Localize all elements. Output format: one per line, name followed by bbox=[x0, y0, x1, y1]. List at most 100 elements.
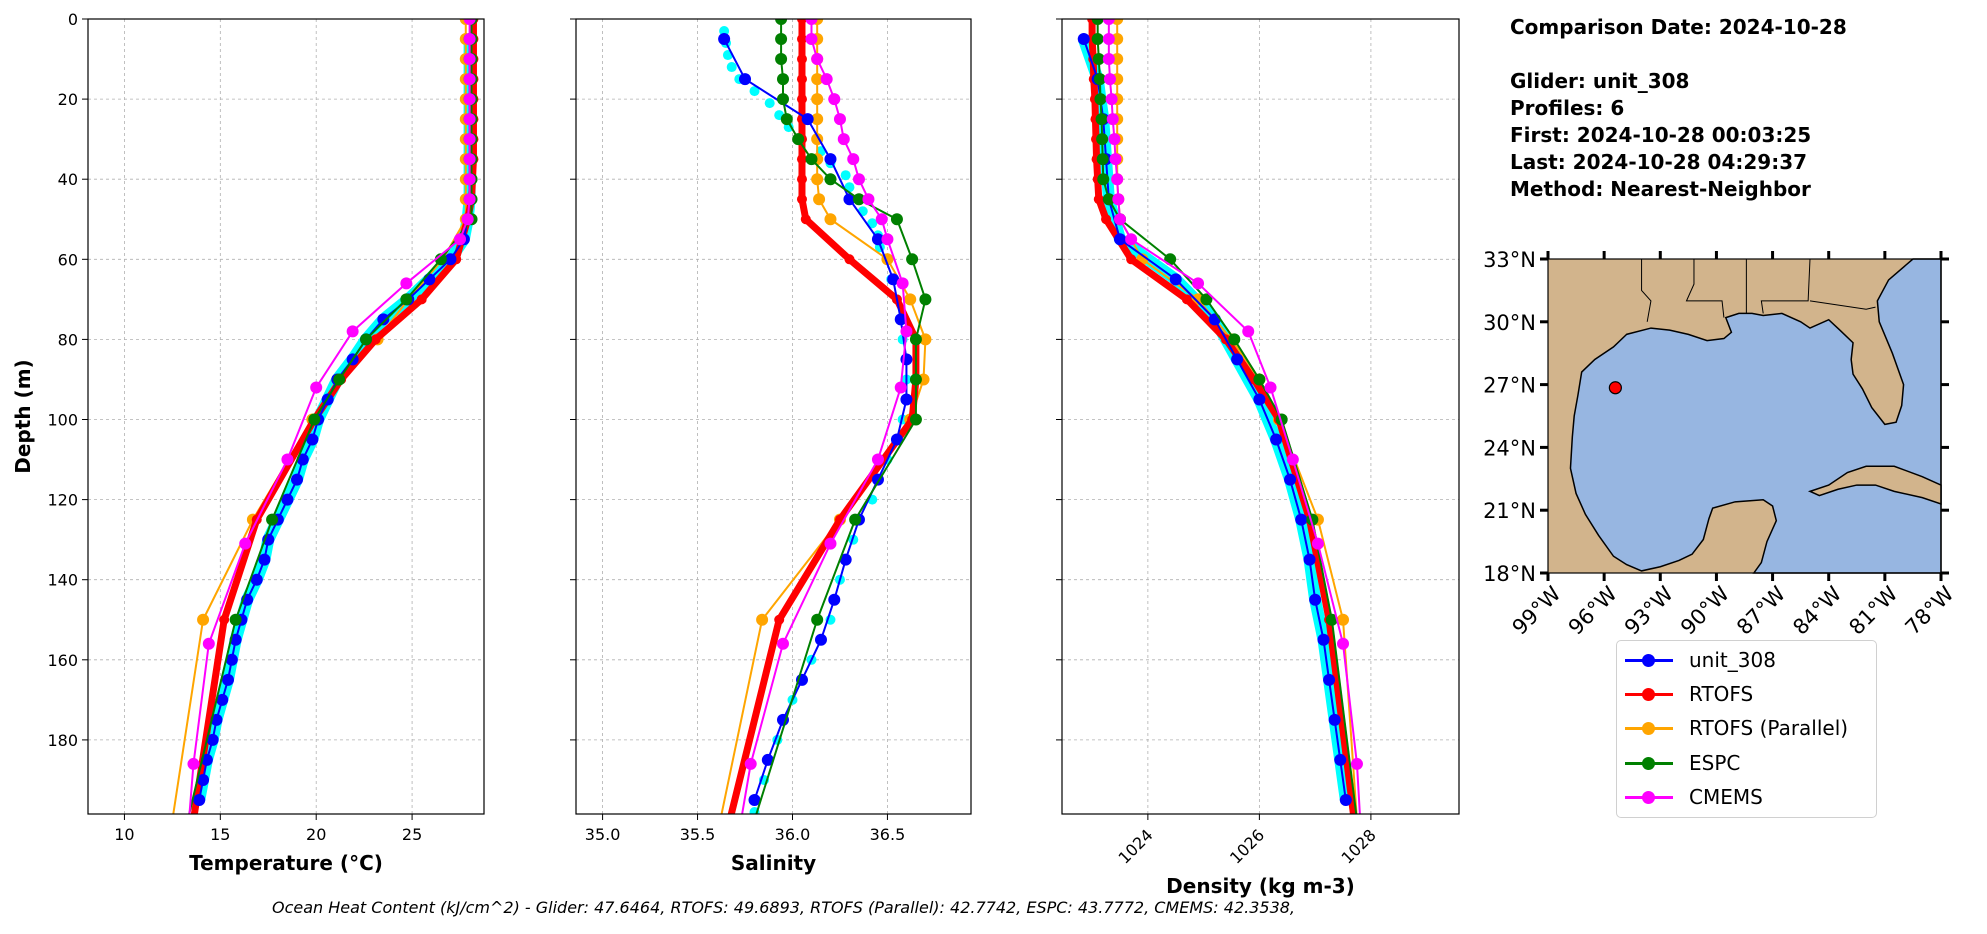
plot-area bbox=[166, 19, 479, 826]
data-point bbox=[796, 154, 807, 165]
data-point bbox=[849, 513, 862, 526]
x-tick-label: 36.0 bbox=[775, 825, 811, 844]
data-point bbox=[1091, 19, 1104, 25]
data-point bbox=[1339, 793, 1352, 806]
data-point bbox=[796, 19, 807, 24]
data-point bbox=[748, 793, 761, 806]
data-point bbox=[811, 73, 824, 86]
data-point bbox=[166, 814, 178, 826]
raw-point bbox=[749, 86, 760, 97]
data-point bbox=[909, 333, 922, 346]
plot-area bbox=[718, 19, 932, 826]
data-point bbox=[206, 733, 219, 746]
data-point bbox=[1337, 613, 1350, 626]
data-point bbox=[814, 633, 827, 646]
data-point bbox=[306, 433, 319, 446]
data-point bbox=[894, 381, 907, 394]
ohc-footer: Ocean Heat Content (kJ/cm^2) - Glider: 4… bbox=[0, 898, 1987, 917]
data-point bbox=[800, 214, 811, 225]
data-point bbox=[200, 753, 213, 766]
ohc-text: Ocean Heat Content (kJ/cm^2) - Glider: 4… bbox=[271, 898, 1296, 917]
data-point bbox=[1181, 294, 1192, 305]
data-point bbox=[291, 473, 304, 486]
data-point bbox=[197, 773, 210, 786]
data-point bbox=[1323, 673, 1336, 686]
data-point bbox=[1106, 113, 1119, 126]
data-point bbox=[796, 74, 807, 85]
y-tick-label: 100 bbox=[47, 411, 78, 430]
data-point bbox=[909, 413, 922, 426]
data-point bbox=[919, 293, 932, 306]
data-point bbox=[1334, 753, 1347, 766]
data-point bbox=[219, 614, 230, 625]
x-tick-label: 1026 bbox=[1226, 825, 1268, 867]
method: Method: Nearest-Neighbor bbox=[1510, 177, 1811, 201]
panel-2: 35.0 35.5 36.0 36.5 Salinity bbox=[570, 18, 972, 875]
data-point bbox=[774, 614, 785, 625]
data-point bbox=[1270, 433, 1283, 446]
data-point bbox=[333, 373, 346, 386]
data-point bbox=[1253, 393, 1266, 406]
info-panel: Comparison Date: 2024-10-28 Glider: unit… bbox=[1510, 14, 1847, 203]
data-point bbox=[796, 174, 807, 185]
legend-label: CMEMS bbox=[1689, 785, 1763, 809]
data-point bbox=[718, 33, 731, 46]
data-point bbox=[844, 254, 855, 265]
data-point bbox=[1253, 373, 1266, 386]
lon-tick-label: 90°W bbox=[1676, 581, 1734, 639]
data-point bbox=[749, 814, 761, 826]
data-point bbox=[210, 713, 223, 726]
data-point bbox=[824, 173, 837, 186]
data-point bbox=[1111, 53, 1124, 66]
legend-swatch bbox=[1625, 653, 1673, 667]
data-point bbox=[904, 293, 917, 306]
data-point bbox=[400, 293, 413, 306]
data-point bbox=[1228, 333, 1241, 346]
y-tick-label: 20 bbox=[58, 90, 78, 109]
data-point bbox=[894, 313, 907, 326]
data-point bbox=[377, 313, 390, 326]
data-point bbox=[875, 213, 888, 226]
raw-point bbox=[857, 206, 868, 217]
data-point bbox=[887, 273, 900, 286]
x-axis-label: Salinity bbox=[731, 851, 816, 875]
data-point bbox=[871, 453, 884, 466]
data-point bbox=[1200, 293, 1213, 306]
data-point bbox=[188, 815, 198, 825]
data-point bbox=[744, 757, 757, 770]
data-point bbox=[221, 673, 234, 686]
data-point bbox=[890, 213, 903, 226]
data-point bbox=[1077, 33, 1090, 46]
data-point bbox=[811, 53, 824, 66]
state-border bbox=[1760, 258, 1811, 314]
data-point bbox=[1125, 233, 1138, 246]
data-point bbox=[296, 453, 309, 466]
data-point bbox=[824, 213, 837, 226]
y-tick-label: 180 bbox=[47, 731, 78, 750]
map-frame bbox=[1547, 258, 1942, 574]
series-line-unit-308 bbox=[1082, 38, 1347, 801]
axes-frame bbox=[87, 18, 485, 815]
data-point bbox=[1242, 325, 1255, 338]
raw-point bbox=[719, 26, 730, 37]
data-point bbox=[811, 93, 824, 106]
data-point bbox=[1337, 637, 1350, 650]
comparison-date: Comparison Date: 2024-10-28 bbox=[1510, 15, 1847, 39]
data-point bbox=[193, 793, 206, 806]
data-point bbox=[258, 553, 271, 566]
data-point bbox=[197, 613, 210, 626]
data-point bbox=[852, 193, 865, 206]
data-point bbox=[775, 19, 788, 25]
data-point bbox=[1096, 153, 1109, 166]
data-point bbox=[1231, 353, 1244, 366]
data-point bbox=[847, 153, 860, 166]
data-point bbox=[796, 94, 807, 105]
lon-tick-label: 78°W bbox=[1901, 581, 1959, 639]
data-point bbox=[1284, 473, 1297, 486]
data-point bbox=[1113, 213, 1126, 226]
legend-item-rtofs-parallel: RTOFS (Parallel) bbox=[1625, 713, 1848, 743]
axes-frame bbox=[575, 18, 972, 815]
legend-swatch bbox=[1625, 756, 1673, 770]
lat-tick-label: 24°N bbox=[1483, 436, 1536, 460]
